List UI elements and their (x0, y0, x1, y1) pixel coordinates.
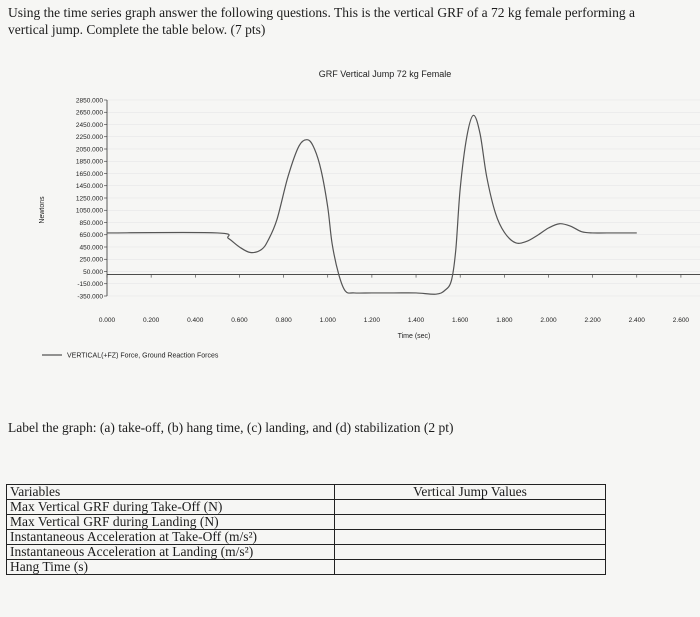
x-axis: 0.000 0.200 0.400 0.600 0.800 1.000 1.200 1.400… (99, 274, 700, 324)
y-tick-label: 1450.000 (76, 183, 103, 190)
y-tick-label: -150.000 (77, 281, 103, 288)
header-variables: Variables (6, 484, 335, 500)
y-tick-label: 1650.000 (76, 171, 103, 178)
y-tick-label: 1250.000 (76, 195, 103, 202)
y-tick-label: -350.000 (77, 293, 103, 300)
x-tick-label: 0.800 (275, 317, 292, 324)
y-tick-label: 1050.000 (76, 208, 103, 215)
x-axis-label: Time (sec) (398, 333, 431, 340)
y-tick-label: 1850.000 (76, 159, 103, 166)
table-row: Max Vertical GRF during Landing (N) (6, 514, 606, 530)
y-tick-label: 2050.000 (76, 146, 103, 153)
legend-entry: VERTICAL(+FZ) Force, Ground Reaction For… (67, 353, 219, 360)
question-line-1: Using the time series graph answer the f… (8, 5, 635, 20)
chart-title: GRF Vertical Jump 72 kg Female (319, 69, 452, 79)
y-tick-label: 2250.000 (76, 134, 103, 141)
question-text: Using the time series graph answer the f… (8, 4, 698, 38)
x-tick-label: 1.200 (364, 317, 381, 324)
y-tick-label: 2650.000 (76, 110, 103, 117)
x-tick-label: 2.200 (584, 317, 601, 324)
question-line-2: vertical jump. Complete the table below.… (8, 22, 266, 37)
x-tick-label: 1.600 (452, 317, 469, 324)
y-tick-label: 650.000 (80, 232, 104, 239)
y-tick-label: 50.000 (83, 269, 103, 276)
row-value-cell[interactable] (334, 499, 606, 515)
row-label: Hang Time (s) (6, 559, 335, 575)
grf-chart: GRF Vertical Jump 72 kg Female Newtons 2… (39, 69, 700, 360)
table-row: Hang Time (s) (6, 559, 606, 575)
y-axis-label: Newtons (39, 196, 46, 224)
y-tick-label: 850.000 (80, 220, 104, 227)
vertical-jump-table: Variables Vertical Jump Values Max Verti… (6, 484, 606, 575)
x-tick-label: 1.800 (496, 317, 513, 324)
x-tick-label: 1.400 (408, 317, 425, 324)
table-row: Instantaneous Acceleration at Take-Off (… (6, 529, 606, 545)
x-tick-label: 0.000 (99, 317, 116, 324)
y-tick-label: 450.000 (80, 244, 104, 251)
row-value-cell[interactable] (334, 559, 606, 575)
series-line (106, 114, 637, 295)
x-tick-label: 0.200 (143, 317, 160, 324)
table-header-row: Variables Vertical Jump Values (6, 484, 606, 500)
row-label: Max Vertical GRF during Landing (N) (6, 514, 335, 530)
row-label: Max Vertical GRF during Take-Off (N) (6, 499, 335, 515)
y-tick-label: 2450.000 (76, 122, 103, 129)
x-tick-label: 2.000 (540, 317, 557, 324)
y-axis: 2850.000 2650.000 2450.000 2250.000 2050.000… (76, 97, 108, 300)
row-value-cell[interactable] (334, 514, 606, 530)
x-tick-label: 2.400 (629, 317, 646, 324)
y-tick-label: 2850.000 (76, 97, 103, 104)
x-tick-label: 0.400 (187, 317, 204, 324)
table-row: Instantaneous Acceleration at Landing (m… (6, 544, 606, 560)
x-tick-label: 2.600 (673, 317, 690, 324)
legend: VERTICAL(+FZ) Force, Ground Reaction For… (42, 353, 219, 360)
series-lines (106, 114, 637, 295)
header-values: Vertical Jump Values (334, 484, 606, 500)
x-tick-label: 1.000 (320, 317, 337, 324)
x-tick-label: 0.600 (231, 317, 248, 324)
row-value-cell[interactable] (334, 544, 606, 560)
gridlines (107, 99, 700, 297)
row-label: Instantaneous Acceleration at Take-Off (… (6, 529, 335, 545)
table-row: Max Vertical GRF during Take-Off (N) (6, 499, 606, 515)
label-graph-question: Label the graph: (a) take-off, (b) hang … (8, 420, 454, 435)
row-value-cell[interactable] (334, 529, 606, 545)
row-label: Instantaneous Acceleration at Landing (m… (6, 544, 335, 560)
y-tick-label: 250.000 (80, 257, 104, 264)
